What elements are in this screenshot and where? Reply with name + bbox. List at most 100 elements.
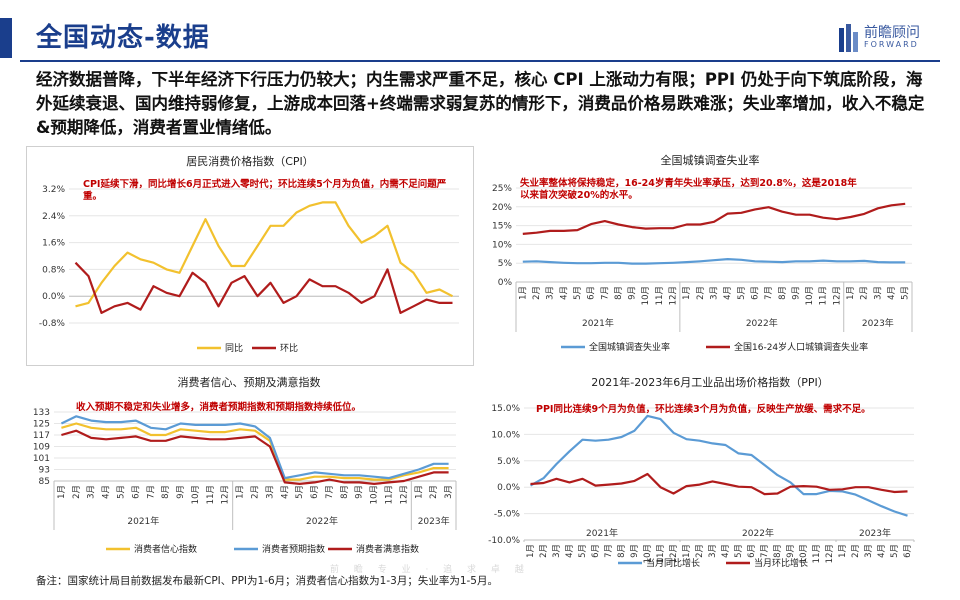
x-tick-label: 1月	[846, 286, 856, 300]
series-line	[75, 201, 454, 308]
x-tick-label: 8月	[773, 544, 783, 558]
y-tick-label: 0.0%	[42, 292, 65, 302]
x-tick-label: 11月	[812, 544, 822, 563]
y-tick-label: 20%	[492, 203, 512, 213]
year-label: 2021年	[582, 317, 614, 329]
x-tick-label: 4月	[721, 544, 731, 558]
series-line	[61, 429, 449, 486]
x-tick-label: 12月	[825, 544, 835, 563]
x-tick-label: 9月	[628, 286, 638, 300]
header-divider	[20, 60, 940, 62]
legend-label: 全国城镇调查失业率	[589, 341, 670, 353]
brand-logo: 前瞻顾问 FORWARD	[838, 22, 938, 56]
x-tick-label: 8月	[778, 286, 788, 300]
x-tick-label: 1月	[236, 485, 246, 499]
y-tick-label: 0%	[498, 278, 513, 288]
x-tick-label: 9月	[355, 485, 365, 499]
x-tick-label: 4月	[280, 485, 290, 499]
x-tick-label: 1月	[518, 286, 528, 300]
y-tick-label: 1.6%	[42, 239, 65, 249]
x-tick-label: 6月	[131, 485, 141, 499]
series-line	[61, 422, 449, 481]
chart-title: 居民消费价格指数（CPI）	[186, 154, 314, 168]
series-line	[60, 415, 449, 480]
summary-paragraph: 经济数据普降，下半年经济下行压力仍较大；内生需求严重不足，核心 CPI 上涨动力…	[36, 70, 925, 137]
x-tick-label: 6月	[903, 544, 913, 558]
x-tick-label: 4月	[102, 485, 112, 499]
x-tick-label: 7月	[760, 544, 770, 558]
x-tick-label: 12月	[399, 485, 409, 504]
x-tick-label: 2月	[860, 286, 870, 300]
title-accent-bar	[0, 18, 12, 58]
x-tick-label: 5月	[901, 286, 911, 300]
year-label: 2022年	[306, 515, 338, 527]
x-tick-label: 3月	[552, 544, 562, 558]
series-line	[522, 202, 906, 235]
chart-annotation: 失业率整体将保持稳定，16-24岁青年失业率承压，达到20.8%，这是2018年	[520, 177, 857, 189]
chart-annotation: 重。	[83, 190, 102, 202]
x-tick-label: 10月	[799, 544, 809, 563]
ppi-chart-panel: 2021年-2023年6月工业品出场价格指数（PPI） 15.0% 10.0% 5.0…	[486, 370, 934, 578]
x-tick-label: 12月	[832, 286, 842, 305]
y-tick-label: 5%	[498, 259, 513, 269]
legend-label: 全国16-24岁人口城镇调查失业率	[734, 341, 868, 353]
series-line	[529, 414, 908, 517]
x-tick-label: 10月	[641, 286, 651, 305]
x-tick-label: 3月	[546, 286, 556, 300]
y-tick-label: 85	[39, 477, 50, 487]
y-tick-label: -10.0%	[488, 536, 520, 546]
cpi-chart: 居民消费价格指数（CPI） 3.2% 2.4% 1.6% 0.8% 0.0% -0.8% CP…	[39, 154, 459, 354]
year-label: 2021年	[127, 515, 159, 527]
y-tick-label: 10%	[492, 240, 512, 250]
year-label: 2022年	[746, 317, 778, 329]
x-tick-label: 3月	[265, 485, 275, 499]
y-tick-label: 25%	[492, 184, 512, 194]
x-tick-label: 2月	[695, 544, 705, 558]
logo-subtext: FORWARD	[864, 40, 919, 49]
y-tick-label: 133	[33, 408, 50, 418]
x-tick-label: 2月	[696, 286, 706, 300]
legend-label: 当月环比增长	[754, 557, 808, 569]
chart-annotation: PPI同比连续9个月为负值，环比连续3个月为负值，反映生产放缓、需求不足。	[536, 403, 871, 415]
year-label: 2023年	[418, 515, 450, 527]
y-tick-label: 109	[33, 443, 50, 453]
x-tick-label: 1月	[682, 286, 692, 300]
y-tick-label: 0.8%	[42, 265, 65, 275]
x-tick-label: 10月	[643, 544, 653, 563]
footnote: 备注：国家统计局目前数据发布最新CPI、PPI为1-6月；消费者信心指数为1-3…	[36, 575, 498, 587]
y-tick-label: 0.0%	[497, 483, 520, 493]
x-tick-label: 11月	[385, 485, 395, 504]
x-tick-label: 5月	[573, 286, 583, 300]
y-tick-label: 101	[33, 454, 50, 464]
x-tick-label: 3月	[864, 544, 874, 558]
x-tick-label: 2月	[251, 485, 261, 499]
x-tick-label: 4月	[565, 544, 575, 558]
y-tick-label: 5.0%	[497, 457, 520, 467]
x-tick-label: 2月	[429, 485, 439, 499]
x-tick-label: 5月	[117, 485, 127, 499]
x-tick-label: 7月	[764, 286, 774, 300]
consumer-chart-panel: 消费者信心、预期及满意指数 133 125 117 109 101 93 85 1月 2月 3月 4月…	[26, 370, 472, 562]
x-tick-label: 9月	[786, 544, 796, 558]
x-tick-label: 8月	[340, 485, 350, 499]
x-tick-label: 8月	[614, 286, 624, 300]
x-tick-label: 12月	[221, 485, 231, 504]
legend-label: 当月同比增长	[646, 557, 700, 569]
x-tick-label: 11月	[656, 544, 666, 563]
x-tick-label: 9月	[791, 286, 801, 300]
x-tick-label: 12月	[669, 286, 679, 305]
x-tick-label: 5月	[737, 286, 747, 300]
chart-title: 消费者信心、预期及满意指数	[178, 375, 321, 389]
x-tick-label: 1月	[838, 544, 848, 558]
unemployment-chart-panel: 全国城镇调查失业率 25% 20% 15% 10% 5% 0% 1月 2月 3月 4月 5月 6月 7月 8…	[486, 146, 934, 364]
x-tick-label: 6月	[747, 544, 757, 558]
legend-label: 同比	[225, 342, 243, 354]
x-tick-label: 2月	[851, 544, 861, 558]
x-tick-label: 2月	[72, 485, 82, 499]
x-tick-label: 1月	[682, 544, 692, 558]
x-tick-label: 10月	[191, 485, 201, 504]
x-tick-label: 12月	[669, 544, 679, 563]
chart-annotation: CPI延续下滑，同比增长6月正式进入零时代；环比连续5个月为负值，内需不足问题严	[83, 178, 447, 190]
